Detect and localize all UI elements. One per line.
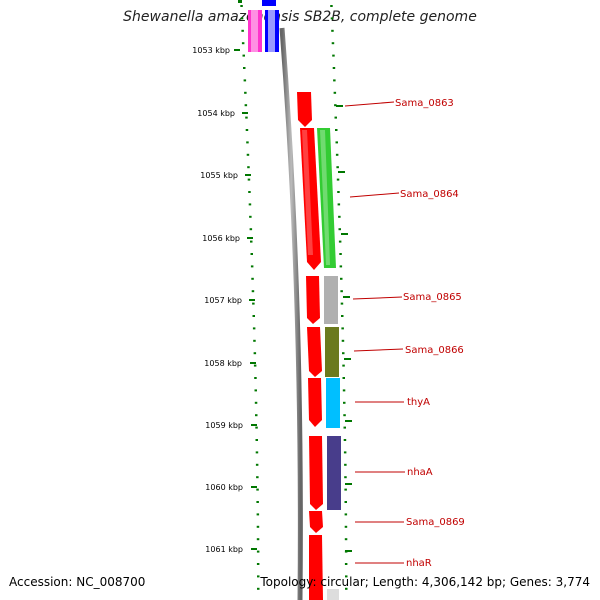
- gene-label-text[interactable]: Sama_0863: [395, 98, 454, 109]
- scale-label: 1058 kbp: [204, 359, 242, 368]
- cds-feature: [309, 511, 323, 533]
- scale-tick: 1055 kbp: [200, 171, 251, 180]
- feature-bottom-white: [327, 589, 339, 600]
- scale-tick: 1053 kbp: [192, 46, 240, 55]
- top-feature-pink-highlight: [251, 10, 258, 52]
- feature-Sama_0865: [324, 276, 338, 324]
- feature-nhaA: [327, 436, 341, 510]
- gene-label-text[interactable]: Sama_0869: [406, 517, 465, 528]
- gene-label-nhaR[interactable]: nhaR: [355, 558, 432, 569]
- topology-text: Topology: circular; Length: 4,306,142 bp…: [260, 575, 590, 589]
- gene-label-Sama_0865[interactable]: Sama_0865: [352, 292, 462, 303]
- feature-Sama_0864-highlight: [320, 130, 330, 265]
- gene-label-text[interactable]: nhaA: [407, 467, 433, 478]
- gene-label-thyA[interactable]: thyA: [355, 397, 430, 408]
- scale-label: 1057 kbp: [204, 296, 242, 305]
- cds-feature: [309, 436, 323, 510]
- feature-thyA: [326, 378, 340, 428]
- scale-label: 1056 kbp: [202, 234, 240, 243]
- top-feature-blue-top: [262, 0, 276, 6]
- accession-text: Accession: NC_008700: [9, 575, 146, 589]
- scale-tick: 1059 kbp: [205, 421, 257, 430]
- cds-feature: [307, 327, 322, 377]
- map-title: Shewanella amazonensis SB2B, complete ge…: [123, 9, 477, 25]
- gene-label-nhaA[interactable]: nhaA: [355, 467, 433, 478]
- gene-labels: Sama_0863 Sama_0864 Sama_0865 Sama_0866 …: [344, 98, 465, 569]
- cds-track: [297, 92, 323, 600]
- scale-tick: 1057 kbp: [204, 296, 255, 305]
- scale-label: 1055 kbp: [200, 171, 238, 180]
- gene-label-Sama_0869[interactable]: Sama_0869: [355, 517, 465, 528]
- scale-label: 1054 kbp: [197, 109, 235, 118]
- gene-label-Sama_0863[interactable]: Sama_0863: [344, 98, 454, 109]
- feature-Sama_0864: [317, 128, 336, 268]
- gene-label-Sama_0866[interactable]: Sama_0866: [353, 345, 464, 356]
- gene-label-text[interactable]: Sama_0866: [405, 345, 464, 356]
- gene-label-text[interactable]: thyA: [407, 397, 430, 408]
- scale-label: 1061 kbp: [205, 545, 243, 554]
- top-feature-tick: [238, 0, 242, 3]
- top-feature-pink: [248, 10, 262, 52]
- cds-feature: [308, 378, 322, 427]
- scale-tick: 1056 kbp: [202, 234, 253, 243]
- scale-tick: 1060 kbp: [205, 483, 257, 492]
- gene-label-Sama_0864[interactable]: Sama_0864: [349, 189, 459, 200]
- cds-highlight: [302, 130, 313, 255]
- scale-label: 1060 kbp: [205, 483, 243, 492]
- scale-tick: 1061 kbp: [205, 545, 257, 554]
- inner-ruler: [240, 5, 260, 590]
- top-feature-blue-highlight: [268, 10, 275, 52]
- cds-feature: [306, 276, 320, 324]
- gene-label-text[interactable]: Sama_0865: [403, 292, 462, 303]
- gene-label-text[interactable]: nhaR: [406, 558, 432, 569]
- cds-feature: [309, 535, 323, 600]
- scale-tick: 1058 kbp: [204, 359, 256, 368]
- feature-Sama_0866: [325, 327, 339, 377]
- scale-axis: 1053 kbp 1054 kbp 1055 kbp 1056 kbp 1057…: [192, 46, 257, 554]
- scale-label: 1053 kbp: [192, 46, 230, 55]
- outer-ruler: [330, 5, 352, 590]
- gene-label-text[interactable]: Sama_0864: [400, 189, 459, 200]
- cds-feature: [297, 92, 312, 127]
- scale-label: 1059 kbp: [205, 421, 243, 430]
- genome-backbone: [279, 27, 303, 600]
- feature-track: [317, 128, 341, 600]
- scale-tick: 1054 kbp: [197, 109, 248, 118]
- cds-feature: [300, 128, 321, 270]
